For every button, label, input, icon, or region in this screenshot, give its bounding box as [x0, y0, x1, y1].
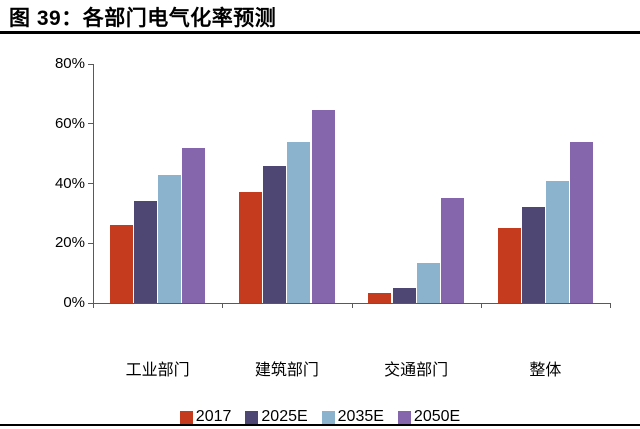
- bar-2017-工业部门: [109, 225, 133, 303]
- y-axis-tick: [88, 183, 93, 184]
- bar-2035E-交通部门: [416, 262, 440, 303]
- legend-label: 2050E: [413, 408, 461, 425]
- y-axis-tick: [88, 302, 93, 304]
- bar-2050E-交通部门: [440, 198, 464, 303]
- bar-2025E-工业部门: [134, 201, 158, 303]
- legend-swatch: [321, 410, 335, 424]
- y-axis-label: 20%: [54, 234, 85, 252]
- legend-item-2017: 2017: [179, 408, 232, 425]
- legend-label: 2035E: [337, 408, 384, 425]
- y-axis-tick: [88, 242, 93, 244]
- x-axis-tick: [351, 303, 353, 308]
- bar-2017-整体: [497, 228, 521, 303]
- bar-2035E-工业部门: [158, 174, 182, 303]
- bar-2050E-工业部门: [182, 147, 206, 303]
- legend-item-2050E: 2050E: [397, 408, 461, 425]
- bar-2025E-建筑部门: [263, 165, 287, 303]
- bar-chart: 0% 20% 40% 60% 80% 工业部门 建筑部门 交通部门 整体 2017 2025E 20…: [0, 34, 640, 425]
- legend-swatch: [397, 410, 411, 424]
- bar-2025E-交通部门: [392, 288, 416, 303]
- bar-2035E-建筑部门: [287, 141, 311, 303]
- legend-item-2035E: 2035E: [321, 408, 384, 425]
- x-axis-tick: [222, 303, 224, 308]
- bar-2050E-建筑部门: [311, 110, 335, 303]
- x-axis-label: 建筑部门: [254, 362, 319, 379]
- bar-2035E-整体: [545, 180, 569, 303]
- x-axis-tick: [480, 303, 482, 308]
- bar-2025E-整体: [521, 207, 545, 303]
- bar-2050E-整体: [570, 141, 594, 303]
- title-rule: [0, 31, 640, 34]
- legend-item-2025E: 2025E: [245, 408, 308, 425]
- bar-2017-交通部门: [368, 292, 392, 303]
- y-axis-label: 60%: [54, 114, 85, 132]
- figure-title: 图 39：各部门电气化率预测: [9, 7, 277, 30]
- y-axis-label: 40%: [54, 174, 85, 192]
- legend-label: 2025E: [261, 408, 308, 425]
- x-axis-label: 整体: [529, 362, 562, 379]
- chart-legend: 2017 2025E 2035E 2050E: [0, 409, 640, 425]
- y-axis-line: [93, 64, 94, 303]
- y-axis-label: 80%: [54, 55, 85, 72]
- x-axis-tick: [93, 303, 94, 308]
- x-axis-label: 工业部门: [125, 362, 190, 379]
- legend-swatch: [245, 410, 259, 424]
- y-axis-tick: [88, 63, 93, 65]
- legend-swatch: [179, 410, 193, 424]
- legend-label: 2017: [195, 408, 232, 425]
- x-axis-tick: [610, 303, 611, 308]
- bottom-rule: [0, 424, 640, 426]
- y-axis-tick: [88, 123, 93, 125]
- x-axis-label: 交通部门: [384, 362, 449, 379]
- y-axis-label: 0%: [63, 294, 85, 311]
- bar-2017-建筑部门: [239, 192, 263, 303]
